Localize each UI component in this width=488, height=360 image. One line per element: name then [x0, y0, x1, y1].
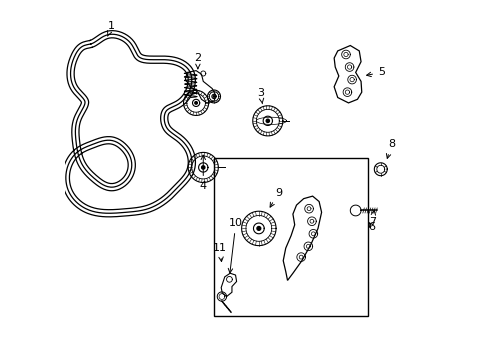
Circle shape	[265, 119, 269, 122]
Circle shape	[194, 102, 197, 104]
Text: 6: 6	[367, 222, 374, 231]
Text: 11: 11	[213, 243, 226, 261]
Text: 3: 3	[257, 88, 264, 104]
Circle shape	[213, 96, 214, 97]
Text: 2: 2	[194, 53, 201, 69]
Circle shape	[256, 226, 260, 230]
Text: 7: 7	[368, 211, 375, 227]
Circle shape	[201, 166, 204, 169]
Text: 1: 1	[107, 21, 115, 36]
Text: 8: 8	[386, 139, 394, 158]
Text: 4: 4	[199, 155, 206, 191]
Text: 5: 5	[366, 67, 384, 77]
Text: 10: 10	[228, 218, 243, 273]
Text: 9: 9	[269, 188, 282, 207]
Bar	[214, 158, 367, 316]
